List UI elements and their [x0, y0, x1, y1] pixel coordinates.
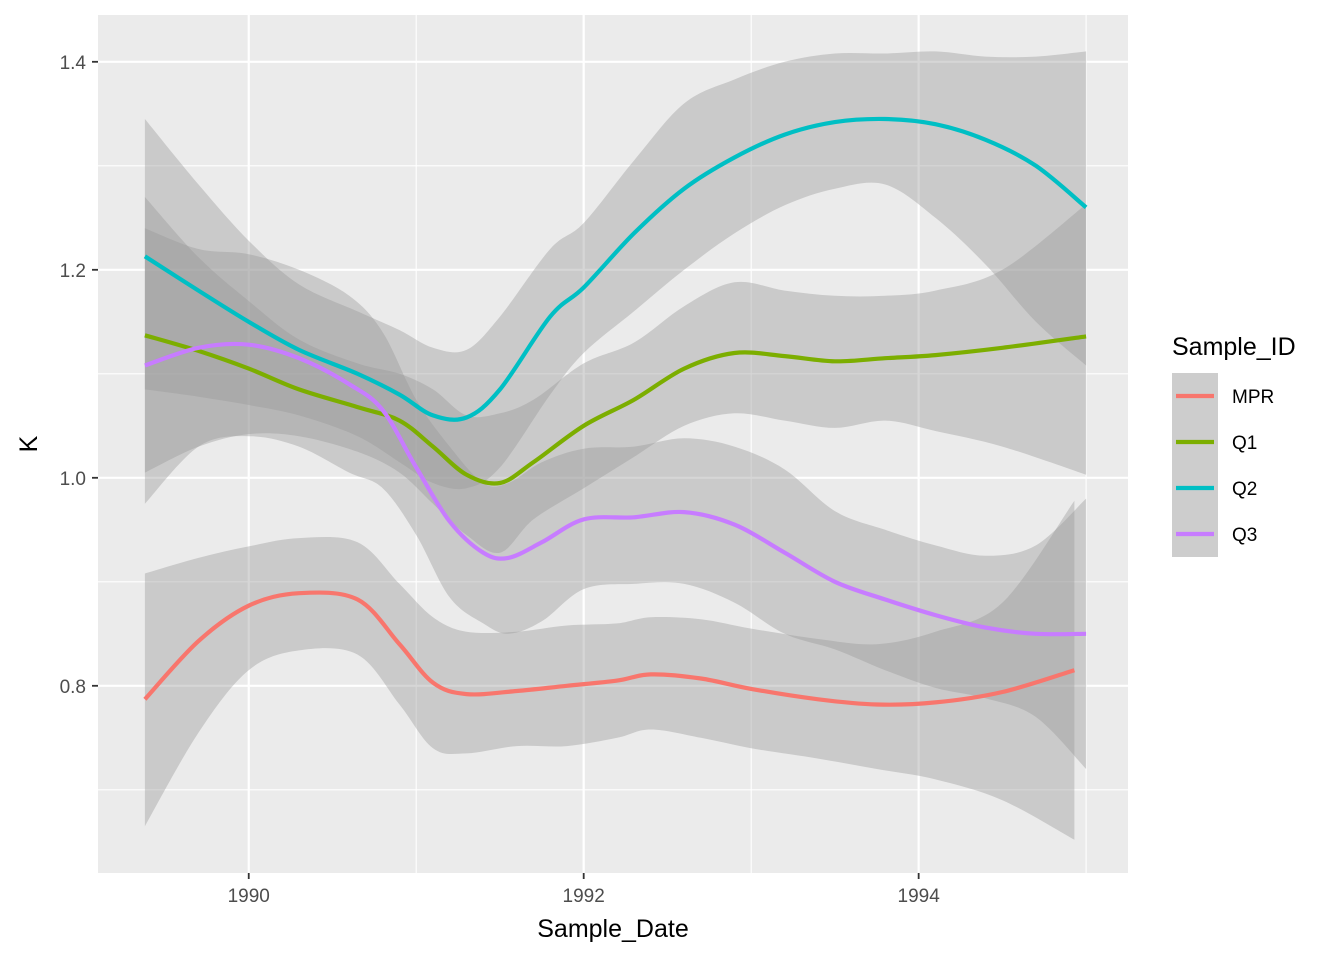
- x-tick-label: 1992: [563, 886, 605, 907]
- series-line-mpr: [143, 590, 1076, 707]
- confidence-ribbon-q1: [144, 197, 1087, 554]
- legend: Sample_ID MPR Q1 Q2 Q3: [1172, 333, 1296, 557]
- legend-label-q2: Q2: [1232, 479, 1257, 500]
- confidence-ribbon-q2: [144, 51, 1087, 490]
- series-line-q3: [144, 341, 1087, 637]
- x-tick-label: 1990: [228, 886, 270, 907]
- grid-minor: [98, 15, 1128, 873]
- x-tick-label: 1994: [898, 886, 941, 907]
- legend-items: MPR Q1 Q2 Q3: [1172, 373, 1274, 557]
- y-tick-label: 0.8: [60, 677, 86, 698]
- grid-major: [98, 15, 1128, 873]
- confidence-ribbon-q3: [144, 228, 1087, 769]
- legend-title: Sample_ID: [1172, 333, 1296, 361]
- y-tick-label: 1.4: [60, 53, 87, 74]
- y-tick-label: 1.2: [60, 261, 86, 282]
- series-line-q1: [144, 333, 1087, 486]
- confidence-ribbon-mpr: [144, 500, 1075, 840]
- legend-label-q1: Q1: [1232, 433, 1257, 454]
- x-axis-title: Sample_Date: [537, 915, 688, 943]
- y-axis-ticks: 0.8 1.0 1.2 1.4: [60, 53, 98, 698]
- confidence-ribbons: [144, 51, 1087, 840]
- legend-label-q3: Q3: [1232, 525, 1257, 546]
- y-tick-label: 1.0: [60, 469, 86, 490]
- plot-panel: [98, 15, 1128, 873]
- legend-label-mpr: MPR: [1232, 387, 1274, 408]
- y-axis-title: K: [15, 435, 43, 452]
- x-axis-ticks: 1990 1992 1994: [228, 873, 941, 907]
- series-line-q2: [143, 116, 1088, 422]
- series-lines: [143, 116, 1088, 707]
